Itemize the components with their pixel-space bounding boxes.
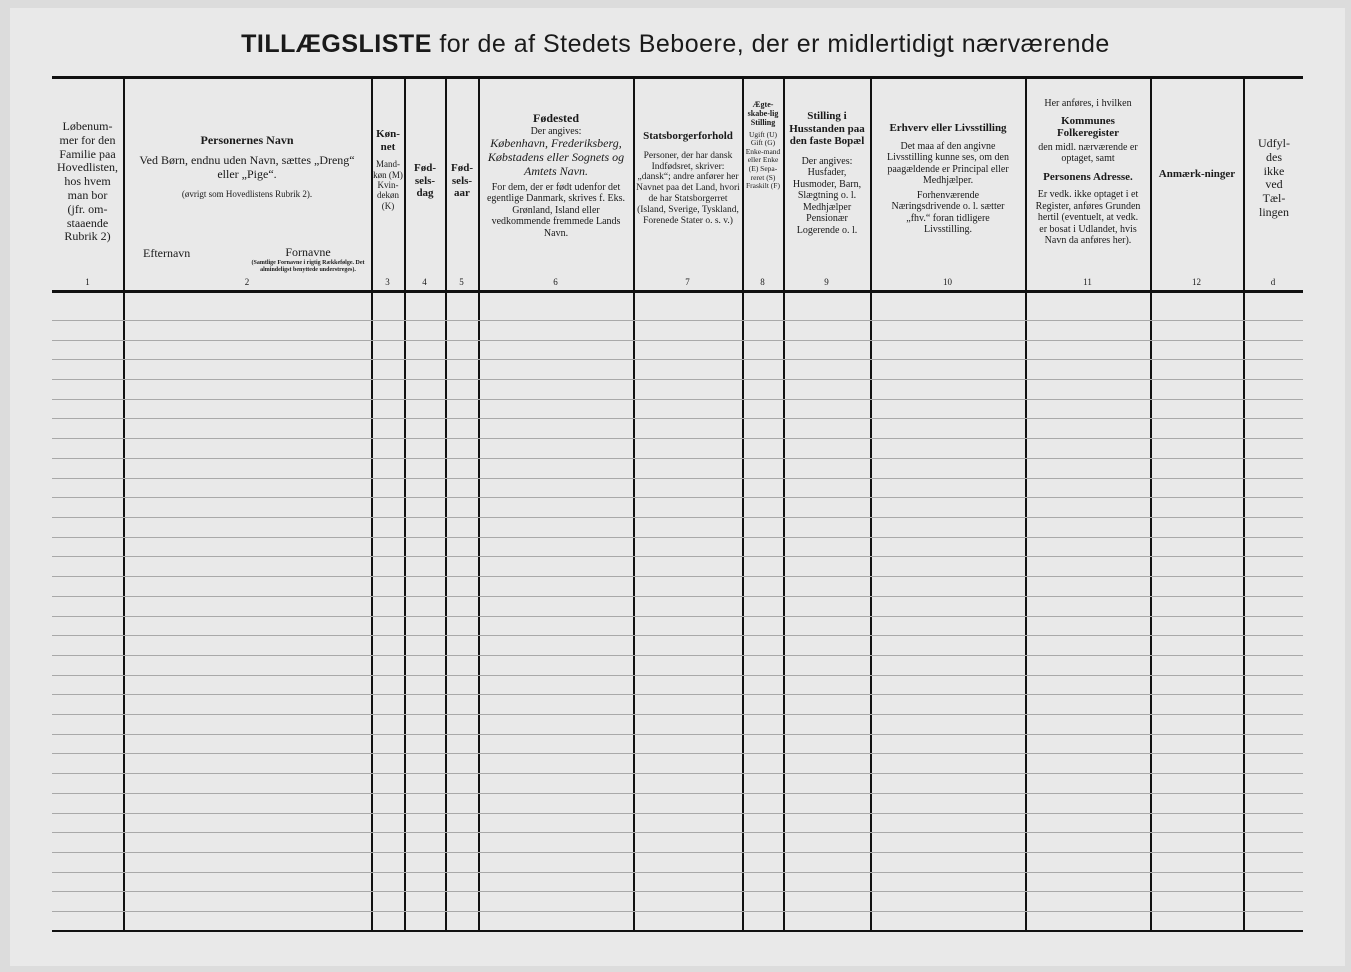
col12-header: Anmærk-ninger bbox=[1158, 168, 1236, 180]
table-row-line bbox=[52, 359, 1303, 360]
column-number: 2 bbox=[244, 277, 250, 287]
table-row-line bbox=[52, 753, 1303, 754]
table-row-line bbox=[52, 714, 1303, 715]
column-number: 6 bbox=[553, 277, 558, 287]
col5-header: Fød-sels-aar bbox=[451, 162, 473, 200]
col2-header: Personernes Navn Ved Børn, endnu uden Na… bbox=[139, 133, 365, 273]
col1-line: hos hvem bbox=[64, 174, 111, 189]
column-number: 10 bbox=[943, 277, 952, 287]
column-divider bbox=[633, 79, 635, 932]
table-row-line bbox=[52, 832, 1303, 833]
table-row-line bbox=[52, 340, 1303, 341]
header-rule bbox=[52, 290, 1303, 293]
form-title: TILLÆGSLISTE for de af Stedets Beboere, … bbox=[241, 30, 1110, 58]
column-divider bbox=[371, 79, 373, 932]
column-number: d bbox=[1270, 277, 1276, 287]
table-row-line bbox=[52, 399, 1303, 400]
col1-line: Rubrik 2) bbox=[64, 229, 111, 244]
cold-header: Udfyl-des ikke ved Tæl-lingen bbox=[1258, 136, 1290, 219]
column-number: 5 bbox=[459, 277, 464, 287]
table-row-line bbox=[52, 556, 1303, 557]
col1-header: Løbenum-mer for den Familie paa Hovedliste… bbox=[52, 119, 123, 328]
table-row-line bbox=[52, 694, 1303, 695]
form-sheet bbox=[10, 8, 1345, 966]
table-row-line bbox=[52, 418, 1303, 419]
table-row-line bbox=[52, 734, 1303, 735]
column-divider bbox=[123, 79, 125, 932]
col4-header: Fød-sels-dag bbox=[414, 162, 436, 200]
column-number: 12 bbox=[1192, 277, 1201, 287]
column-divider bbox=[404, 79, 406, 932]
column-divider bbox=[870, 79, 872, 932]
col8-header: Ægte-skabe-lig Stilling Ugift (U) Gift (… bbox=[745, 100, 781, 191]
table-row-line bbox=[52, 793, 1303, 794]
col9-header: Stilling i Husstanden paa den faste Bopæ… bbox=[789, 110, 865, 236]
col1-line: man bor bbox=[67, 187, 108, 202]
col6-header: Fødested Der angives: København, Frederi… bbox=[486, 111, 626, 239]
table-row-line bbox=[52, 675, 1303, 676]
table-row-line bbox=[52, 478, 1303, 479]
table-row-line bbox=[52, 517, 1303, 518]
table-row-line bbox=[52, 635, 1303, 636]
table-row-line bbox=[52, 616, 1303, 617]
column-divider bbox=[478, 79, 480, 932]
table-row-line bbox=[52, 458, 1303, 459]
table-row-line bbox=[52, 537, 1303, 538]
table-row-line bbox=[52, 655, 1303, 656]
table-row-line bbox=[52, 320, 1303, 321]
table-row-line bbox=[52, 891, 1303, 892]
table-row-line bbox=[52, 813, 1303, 814]
column-divider bbox=[1150, 79, 1152, 932]
column-number: 1 bbox=[85, 277, 90, 287]
column-number: 9 bbox=[824, 277, 829, 287]
table-row-line bbox=[52, 872, 1303, 873]
table-row-line bbox=[52, 379, 1303, 380]
table-row-line bbox=[52, 852, 1303, 853]
col1-line: mer for den bbox=[59, 132, 116, 147]
column-divider bbox=[1243, 79, 1245, 932]
bottom-rule bbox=[52, 930, 1303, 932]
col11-header: Her anføres, i hvilken Kommunes Folkereg… bbox=[1035, 98, 1141, 247]
col1-line: Hovedlisten, bbox=[57, 160, 118, 175]
col1-line: Familie paa bbox=[59, 146, 116, 161]
table-row-line bbox=[52, 438, 1303, 439]
col1-line: staaende bbox=[66, 215, 109, 230]
col1-line: (jfr. om- bbox=[67, 201, 108, 216]
column-number: 3 bbox=[385, 277, 390, 287]
col10-header: Erhverv eller Livsstilling Det maa af de… bbox=[887, 122, 1009, 236]
table-row-line bbox=[52, 596, 1303, 597]
col3-header: Køn-net Mand-køn (M) Kvin-dekøn (K) bbox=[373, 128, 403, 211]
top-rule bbox=[52, 76, 1303, 79]
column-number: 11 bbox=[1083, 277, 1092, 287]
column-divider bbox=[783, 79, 785, 932]
table-row-line bbox=[52, 911, 1303, 912]
col1-line: Løbenum- bbox=[62, 119, 113, 133]
column-number: 8 bbox=[760, 277, 765, 287]
table-row-line bbox=[52, 773, 1303, 774]
column-number: 7 bbox=[685, 277, 690, 287]
table-row-line bbox=[52, 497, 1303, 498]
column-divider bbox=[742, 79, 744, 932]
column-number: 4 bbox=[422, 277, 427, 287]
column-divider bbox=[445, 79, 447, 932]
column-divider bbox=[1025, 79, 1027, 932]
col7-header: Statsborgerforhold Personer, der har dan… bbox=[636, 130, 740, 227]
table-row-line bbox=[52, 576, 1303, 577]
